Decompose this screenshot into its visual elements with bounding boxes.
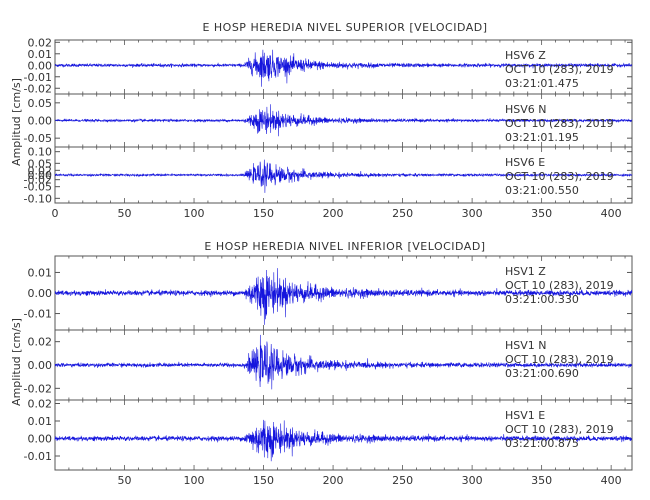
figure-inferior-ylabel: Amplitud [cm/s] [10,318,23,406]
y-tick-label: 0.10 [28,146,53,159]
station-label-line: 03:21:00.690 [505,367,579,380]
y-tick-label: -0.05 [24,181,52,194]
y-tick-label: 0.01 [28,266,53,279]
station-label-line: 03:21:00.875 [505,437,579,450]
figure-superior: E HOSP HEREDIA NIVEL SUPERIOR [VELOCIDAD… [10,21,633,220]
waveform-trace [54,49,633,87]
panel-hsv6-e: 0.100.050.020.00-0.02-0.05-0.10 HSV6 EOCT… [24,146,633,205]
y-tick-label: -0.01 [24,71,52,84]
x-tick-label: 350 [531,474,552,487]
x-tick-label: 250 [392,207,413,220]
x-tick-label: 100 [184,207,205,220]
x-tick-label: 300 [462,474,483,487]
y-tick-label: 0.05 [28,157,53,170]
x-tick-label: 250 [392,474,413,487]
x-tick-label: 50 [118,474,132,487]
station-label-line: 03:21:01.195 [505,131,579,144]
x-tick-label: 200 [323,207,344,220]
waveform-trace [54,104,633,137]
station-label-line: OCT 10 (283), 2019 [505,279,614,292]
station-label-line: HSV6 E [505,156,545,169]
waveform-trace [54,419,633,462]
y-tick-label: -0.02 [24,174,52,187]
x-tick-label: 50 [118,207,132,220]
x-tick-label: 400 [601,207,622,220]
station-label-line: 03:21:01.475 [505,77,579,90]
y-tick-label: -0.05 [24,132,52,145]
x-tick-label: 0 [52,207,59,220]
station-label-line: 03:21:00.550 [505,184,579,197]
waveform-trace [54,268,633,325]
x-tick-label: 150 [253,207,274,220]
y-tick-label: 0.01 [28,415,53,428]
station-label-line: OCT 10 (283), 2019 [505,423,614,436]
station-label-line: HSV1 E [505,409,545,422]
x-tick-label: 300 [462,207,483,220]
x-tick-label: 400 [601,474,622,487]
x-tick-label: 100 [184,474,205,487]
station-label-line: HSV1 N [505,339,547,352]
station-label-line: OCT 10 (283), 2019 [505,170,614,183]
y-tick-label: 0.02 [28,36,53,49]
station-label-line: OCT 10 (283), 2019 [505,63,614,76]
figure-inferior: E HOSP HEREDIA NIVEL INFERIOR [VELOCIDAD… [10,240,633,487]
y-tick-label: 0.02 [28,164,53,177]
y-tick-label: 0.02 [28,336,53,349]
y-tick-label: 0.00 [28,169,53,182]
x-tick-label: 200 [323,474,344,487]
y-tick-label: 0.00 [28,59,53,72]
waveform-trace [54,334,633,390]
station-label-line: HSV6 N [505,103,547,116]
station-label-line: 03:21:00.330 [505,293,579,306]
y-tick-label: 0.00 [28,433,53,446]
y-tick-label: -0.02 [24,382,52,395]
y-tick-label: 0.00 [28,115,53,128]
x-tick-label: 350 [531,207,552,220]
figure-superior-ylabel: Amplitud [cm/s] [10,78,23,166]
y-tick-label: 0.00 [28,359,53,372]
figure-superior-title: E HOSP HEREDIA NIVEL SUPERIOR [VELOCIDAD… [202,21,487,34]
y-tick-label: 0.00 [28,287,53,300]
station-label-line: OCT 10 (283), 2019 [505,353,614,366]
figure-inferior-title: E HOSP HEREDIA NIVEL INFERIOR [VELOCIDAD… [204,240,485,253]
y-tick-label: -0.01 [24,308,52,321]
y-tick-label: -0.02 [24,82,52,95]
y-tick-label: 0.05 [28,97,53,110]
x-tick-label: 150 [253,474,274,487]
y-tick-label: -0.10 [24,192,52,205]
y-tick-label: 0.02 [28,398,53,411]
waveform-trace [54,159,633,193]
y-tick-label: -0.01 [24,450,52,463]
station-label-line: HSV1 Z [505,265,546,278]
station-label-line: OCT 10 (283), 2019 [505,117,614,130]
y-tick-label: 0.01 [28,48,53,61]
panel-frame [54,399,633,471]
station-label-line: HSV6 Z [505,49,546,62]
